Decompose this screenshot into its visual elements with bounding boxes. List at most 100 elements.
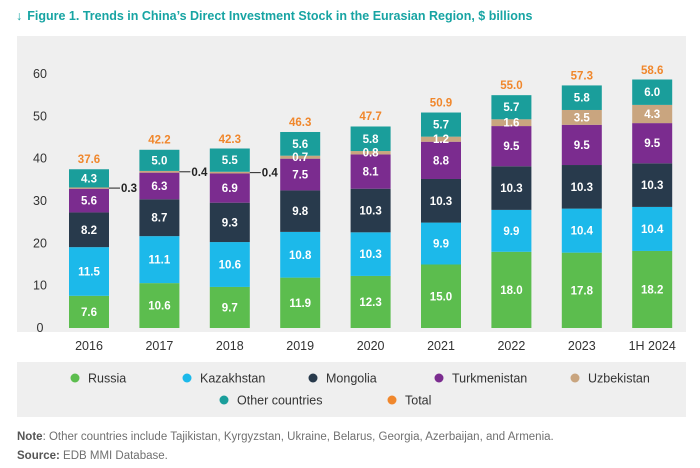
data-label-russia: 10.6 bbox=[148, 301, 170, 313]
data-label-other-countries: 5.0 bbox=[151, 155, 167, 167]
bar-segment-russia bbox=[561, 252, 602, 328]
data-label-turkmenistan: 8.8 bbox=[433, 155, 450, 167]
legend-label-kazakhstan: Kazakhstan bbox=[200, 372, 265, 386]
data-label-russia: 18.0 bbox=[500, 285, 522, 297]
data-label-mongolia: 8.2 bbox=[81, 225, 97, 237]
bar-segment-turkmenistan bbox=[69, 188, 109, 213]
legend-label-uzbekistan: Uzbekistan bbox=[588, 372, 650, 386]
data-label-kazakhstan: 9.9 bbox=[433, 239, 449, 251]
legend-marker-uzbekistan bbox=[570, 373, 580, 383]
legend-marker-kazakhstan bbox=[182, 373, 192, 383]
total-label: 55.0 bbox=[500, 80, 522, 92]
x-tick-label: 2019 bbox=[286, 339, 314, 353]
bar-segment-russia bbox=[139, 283, 180, 328]
data-label-kazakhstan: 11.5 bbox=[78, 266, 100, 278]
bar-segment-uzbekistan bbox=[209, 171, 250, 174]
x-tick-label: 2016 bbox=[75, 339, 103, 353]
bar-segment-other-countries bbox=[491, 95, 532, 120]
data-label-other-countries: 5.5 bbox=[222, 155, 239, 167]
chart-note: Note: Other countries include Tajikistan… bbox=[17, 431, 554, 443]
chart-panel: 0 10 20 30 40 50 60 2016 2017 2018 2019 2020 2021 202… bbox=[17, 36, 686, 417]
data-label-russia: 11.9 bbox=[289, 298, 311, 310]
bar-segment-mongolia bbox=[280, 190, 321, 232]
data-label-turkmenistan: 7.5 bbox=[292, 170, 309, 182]
legend-label-mongolia: Mongolia bbox=[326, 372, 377, 386]
bar-segment-turkmenistan bbox=[280, 158, 321, 191]
bar-segment-kazakhstan bbox=[280, 231, 321, 278]
bar-segment-russia bbox=[69, 295, 109, 328]
bar-segment-other-countries bbox=[209, 148, 250, 172]
legend-label-turkmenistan: Turkmenistan bbox=[452, 372, 527, 386]
data-label-kazakhstan: 10.3 bbox=[359, 249, 381, 261]
bar-segment-other-countries bbox=[280, 131, 321, 156]
bar-segment-uzbekistan bbox=[632, 104, 673, 124]
bar-segment-russia bbox=[491, 251, 532, 328]
legend-marker-turkmenistan bbox=[434, 373, 444, 383]
data-label-mongolia: 9.3 bbox=[222, 217, 238, 229]
bar-segment-mongolia bbox=[632, 163, 673, 207]
bar-segment-turkmenistan bbox=[139, 172, 180, 200]
data-label-uzbekistan: 3.5 bbox=[574, 112, 591, 124]
x-tick-label: 2017 bbox=[145, 339, 173, 353]
y-tick-label: 20 bbox=[33, 236, 47, 250]
x-axis-band bbox=[17, 332, 686, 362]
bar-segment-uzbekistan bbox=[280, 155, 321, 159]
bar-segment-turkmenistan bbox=[209, 173, 250, 203]
data-label-uzbekistan: 0.8 bbox=[363, 148, 380, 160]
data-label-other-countries: 6.0 bbox=[644, 87, 660, 99]
bar-segment-uzbekistan bbox=[561, 109, 602, 125]
data-label-other-countries: 5.6 bbox=[292, 139, 308, 151]
bar-segment-kazakhstan bbox=[350, 232, 391, 276]
stacked-bar-chart: 0 10 20 30 40 50 60 2016 2017 2018 2019 2020 2021 202… bbox=[17, 65, 686, 408]
bar-segment-turkmenistan bbox=[421, 141, 461, 179]
legend-marker-total bbox=[387, 395, 397, 405]
data-label-kazakhstan: 10.4 bbox=[641, 224, 664, 236]
data-label-kazakhstan: 11.1 bbox=[149, 255, 171, 267]
bar-segment-uzbekistan bbox=[350, 151, 391, 155]
data-label-turkmenistan: 9.5 bbox=[644, 138, 661, 150]
total-label: 47.7 bbox=[359, 111, 381, 123]
note-label: Note bbox=[17, 431, 43, 443]
data-label-mongolia: 9.8 bbox=[292, 206, 309, 218]
data-label-russia: 7.6 bbox=[81, 307, 97, 319]
bar-segment-other-countries bbox=[139, 149, 180, 171]
bar-segment-kazakhstan bbox=[69, 247, 109, 296]
legend-marker-mongolia bbox=[308, 373, 318, 383]
data-label-russia: 18.2 bbox=[641, 284, 663, 296]
bar-segment-mongolia bbox=[139, 199, 180, 237]
bar-segment-other-countries bbox=[561, 85, 602, 110]
bar-segment-kazakhstan bbox=[561, 208, 602, 253]
uzbekistan-callout-label: 0.4 bbox=[191, 167, 208, 179]
y-tick-label: 50 bbox=[33, 109, 47, 123]
data-label-russia: 9.7 bbox=[222, 302, 238, 314]
total-label: 42.2 bbox=[148, 134, 170, 146]
bar-segment-other-countries bbox=[69, 169, 109, 188]
arrow-down-icon: ↓ bbox=[16, 9, 23, 23]
data-label-mongolia: 10.3 bbox=[500, 183, 522, 195]
data-label-turkmenistan: 8.1 bbox=[363, 167, 380, 179]
bar-segment-uzbekistan bbox=[139, 170, 180, 173]
x-tick-label: 2021 bbox=[427, 339, 455, 353]
data-label-russia: 12.3 bbox=[359, 297, 381, 309]
bar-segment-uzbekistan bbox=[69, 187, 109, 189]
data-label-uzbekistan: 4.3 bbox=[644, 109, 660, 121]
data-label-other-countries: 5.8 bbox=[363, 134, 380, 146]
data-label-turkmenistan: 9.5 bbox=[503, 141, 520, 153]
source-label: Source: bbox=[17, 450, 60, 462]
bar-segment-mongolia bbox=[350, 188, 391, 233]
figure-title: ↓ Figure 1. Trends in China’s Direct Inve… bbox=[16, 9, 532, 23]
x-tick-label: 1H 2024 bbox=[629, 339, 676, 353]
figure-title-text: Figure 1. Trends in China’s Direct Inves… bbox=[27, 9, 533, 23]
y-tick-label: 30 bbox=[33, 194, 47, 208]
bar-segment-turkmenistan bbox=[632, 123, 673, 164]
legend-label-russia: Russia bbox=[88, 372, 126, 386]
x-tick-label: 2022 bbox=[497, 339, 525, 353]
y-tick-label: 10 bbox=[33, 279, 47, 293]
data-label-kazakhstan: 10.4 bbox=[571, 226, 594, 238]
data-label-russia: 15.0 bbox=[430, 291, 452, 303]
bar-segment-kazakhstan bbox=[491, 209, 532, 252]
source-text: EDB MMI Database. bbox=[59, 450, 168, 462]
data-label-mongolia: 10.3 bbox=[571, 182, 593, 194]
y-tick-label: 40 bbox=[33, 152, 47, 166]
data-label-uzbekistan: 1.2 bbox=[433, 134, 449, 146]
